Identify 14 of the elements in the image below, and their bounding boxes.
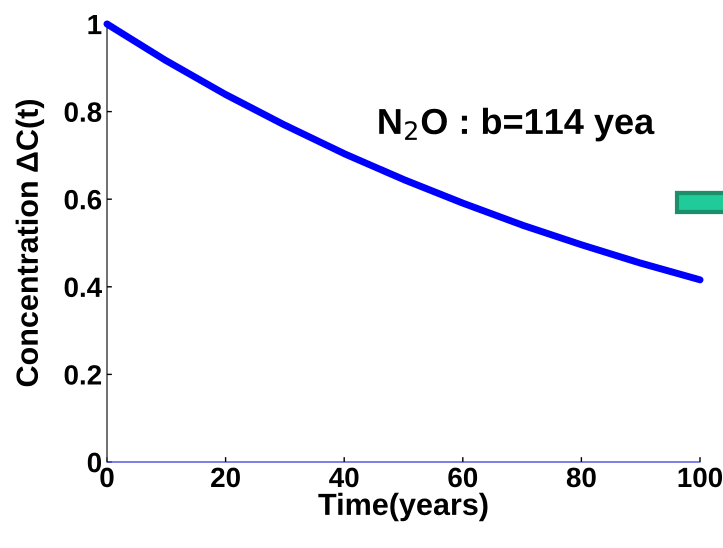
y-tick-label: 0.8 (64, 102, 102, 122)
x-tick-label: 40 (329, 468, 359, 488)
x-tick-label: 100 (678, 468, 722, 488)
x-tick-label: 60 (448, 468, 478, 488)
y-tick-label: 0.6 (64, 190, 102, 210)
y-tick-label: 0.2 (64, 365, 102, 385)
y-axis-title: Concentration ΔC(t) (16, 100, 44, 386)
annotation: N$_{2}$O : b=114 yea (379, 108, 654, 142)
x-tick-label: 20 (211, 468, 240, 488)
y-tick-label: 0 (88, 452, 101, 472)
x-axis-title: Time(years) (318, 492, 488, 522)
y-tick-label: 0.4 (64, 277, 102, 298)
x-tick-label: 80 (566, 468, 596, 488)
y-tick-label: 1 (88, 14, 102, 34)
